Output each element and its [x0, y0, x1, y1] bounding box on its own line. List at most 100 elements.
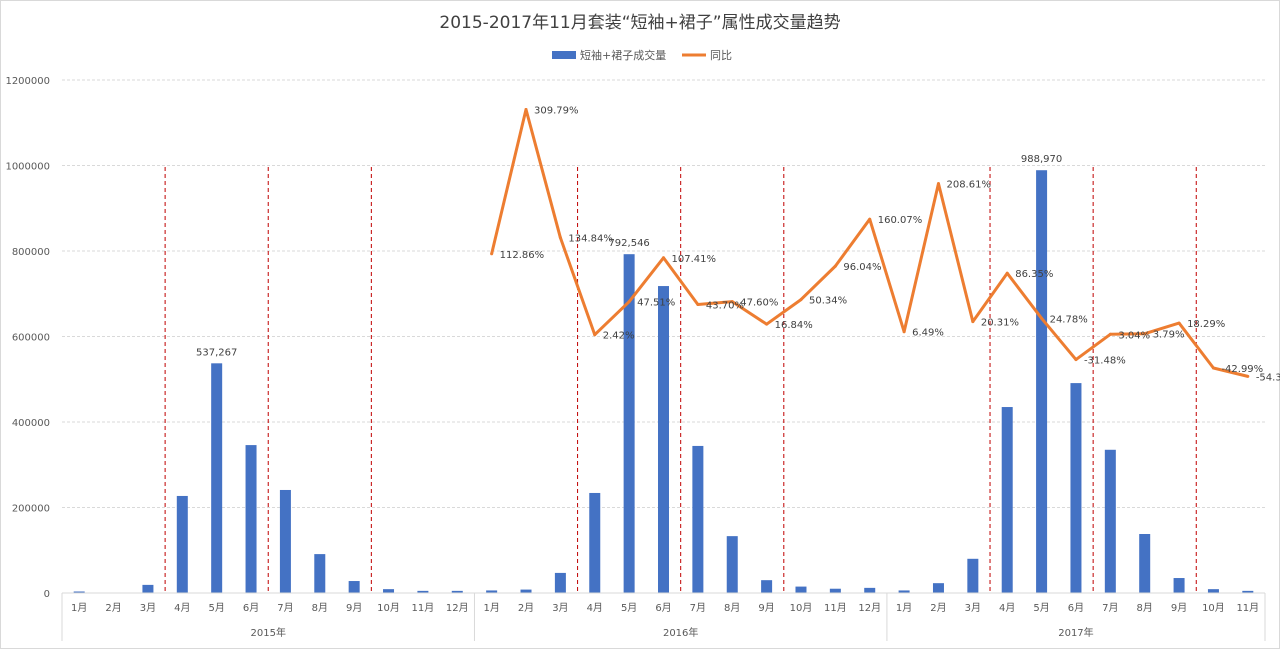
- bar: [726, 536, 738, 593]
- x-tick-label: 8月: [1137, 602, 1153, 614]
- yoy-point: [833, 264, 837, 268]
- y-tick-label: 200000: [12, 504, 50, 515]
- x-tick-label: 4月: [174, 602, 190, 614]
- yoy-data-label: 2.42%: [603, 331, 635, 342]
- bar: [1001, 407, 1013, 593]
- bar: [898, 590, 910, 593]
- x-tick-label: 6月: [243, 602, 259, 614]
- yoy-data-label: 47.60%: [740, 298, 778, 309]
- x-tick-label: 12月: [446, 602, 469, 614]
- y-tick-label: 600000: [12, 333, 50, 344]
- x-tick-label: 3月: [965, 602, 981, 614]
- yoy-point: [696, 302, 700, 306]
- x-tick-label: 4月: [999, 602, 1015, 614]
- yoy-data-label: 107.41%: [672, 254, 717, 265]
- x-tick-label: 10月: [377, 602, 400, 614]
- bar: [211, 363, 223, 593]
- bar: [279, 489, 291, 593]
- y-tick-label: 800000: [12, 247, 50, 258]
- bar: [348, 581, 360, 593]
- bar: [623, 254, 635, 593]
- bar: [1173, 578, 1185, 593]
- bar: [1104, 449, 1116, 593]
- x-tick-label: 8月: [312, 602, 328, 614]
- x-tick-label: 5月: [1033, 602, 1049, 614]
- yoy-point: [902, 330, 906, 334]
- yoy-data-label: 96.04%: [843, 262, 881, 273]
- x-tick-label: 2月: [105, 602, 121, 614]
- y-tick-label: 1200000: [5, 76, 50, 87]
- bar: [864, 587, 876, 593]
- bar: [1070, 383, 1082, 593]
- bar: [245, 445, 257, 593]
- legend-bar-swatch: [552, 51, 576, 59]
- yoy-data-label: 112.86%: [500, 250, 544, 261]
- x-tick-label: 5月: [621, 602, 637, 614]
- bar: [1207, 589, 1219, 593]
- bar-data-label: 792,546: [608, 238, 649, 249]
- yoy-point: [730, 300, 734, 304]
- bar: [417, 590, 429, 593]
- x-tick-label: 6月: [655, 602, 671, 614]
- yoy-point: [490, 252, 494, 256]
- bar: [1036, 170, 1048, 593]
- bar: [658, 286, 669, 593]
- legend-line-label: 同比: [710, 49, 732, 62]
- yoy-data-label: 24.78%: [1050, 314, 1088, 325]
- bar: [829, 588, 841, 593]
- bar: [589, 492, 601, 593]
- yoy-point: [1005, 271, 1009, 275]
- x-tick-label: 6月: [1068, 602, 1084, 614]
- yoy-data-label: 47.51%: [637, 298, 675, 309]
- chart-title: 2015-2017年11月套装“短袖+裙子”属性成交量趋势: [439, 13, 840, 33]
- legend: 短袖+裙子成交量 同比: [552, 48, 732, 62]
- bar: [383, 589, 395, 593]
- bar: [142, 584, 154, 593]
- x-tick-label: 1月: [483, 602, 499, 614]
- x-tick-label: 3月: [552, 602, 568, 614]
- yoy-point: [1177, 321, 1181, 325]
- bar: [761, 580, 773, 593]
- yoy-data-label: 86.35%: [1015, 269, 1053, 280]
- x-tick-label: 1月: [71, 602, 87, 614]
- yoy-data-label: 134.84%: [568, 234, 613, 245]
- bar: [932, 583, 944, 593]
- bar: [1242, 590, 1254, 593]
- bar: [520, 589, 532, 593]
- yoy-data-label: -31.48%: [1084, 356, 1126, 367]
- bar: [176, 495, 188, 593]
- yoy-data-label: 16.84%: [775, 320, 813, 331]
- yoy-data-label: 43.70%: [706, 300, 744, 311]
- x-tick-label: 4月: [587, 602, 603, 614]
- yoy-point: [1143, 332, 1147, 336]
- year-label: 2017年: [1058, 626, 1093, 639]
- bar-data-label: 537,267: [196, 347, 237, 358]
- yoy-point: [1108, 332, 1112, 336]
- y-tick-label: 400000: [12, 418, 50, 429]
- yoy-point: [1246, 374, 1250, 378]
- x-tick-label: 7月: [690, 602, 706, 614]
- yoy-data-label: 3.04%: [1118, 330, 1150, 341]
- x-tick-label: 11月: [824, 602, 847, 614]
- yoy-point: [971, 320, 975, 324]
- yoy-point: [627, 300, 631, 304]
- yoy-point: [1074, 358, 1078, 362]
- bar: [73, 591, 85, 593]
- yoy-data-label: 50.34%: [809, 296, 847, 307]
- x-tick-label: 12月: [858, 602, 881, 614]
- x-tick-label: 5月: [208, 602, 224, 614]
- x-tick-label: 10月: [1202, 602, 1225, 614]
- bar: [967, 558, 979, 593]
- x-tick-label: 7月: [1102, 602, 1118, 614]
- bar-data-label: 988,970: [1021, 154, 1062, 165]
- yoy-data-label: -54.39%: [1256, 372, 1280, 383]
- yoy-data-label: 6.49%: [912, 328, 944, 339]
- bar: [795, 586, 807, 593]
- x-tick-label: 1月: [896, 602, 912, 614]
- x-tick-label: 9月: [758, 602, 774, 614]
- yoy-point: [524, 107, 528, 111]
- yoy-point: [765, 322, 769, 326]
- x-tick-label: 11月: [412, 602, 435, 614]
- yoy-data-label: 3.79%: [1153, 330, 1185, 341]
